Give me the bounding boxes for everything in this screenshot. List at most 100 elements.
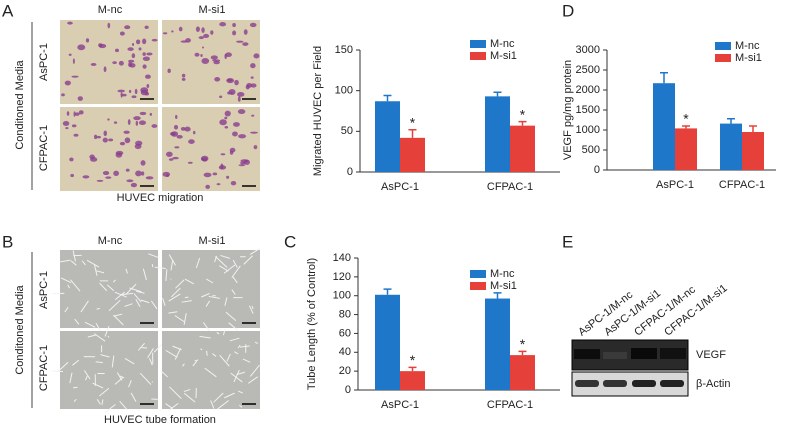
texture	[210, 30, 214, 35]
texture	[219, 265, 229, 272]
texture	[83, 370, 91, 380]
x-tick-label: AsPC-1	[381, 181, 419, 193]
band	[575, 380, 599, 387]
texture	[250, 131, 258, 134]
band-label: VEGF	[696, 349, 726, 361]
bar	[375, 101, 400, 172]
texture	[192, 359, 199, 367]
texture	[134, 143, 142, 150]
texture	[96, 179, 104, 182]
texture	[119, 400, 129, 411]
texture	[113, 121, 118, 124]
micrographs	[60, 20, 260, 191]
texture	[203, 33, 210, 38]
y-tick-label: 3000	[576, 44, 600, 56]
texture	[238, 164, 246, 167]
texture	[61, 93, 65, 97]
texture	[149, 358, 153, 366]
texture	[93, 333, 106, 342]
texture	[99, 387, 110, 397]
texture	[173, 124, 179, 130]
bar	[675, 128, 697, 170]
texture	[113, 170, 120, 177]
band	[632, 380, 656, 387]
texture	[188, 139, 195, 144]
micrograph	[162, 107, 260, 191]
texture	[107, 22, 111, 29]
panel-letter: C	[284, 232, 296, 251]
band	[631, 348, 657, 359]
texture	[96, 307, 101, 310]
y-tick-label: 140	[333, 252, 351, 264]
texture	[182, 363, 185, 367]
texture	[224, 110, 231, 117]
legend-label: M-nc	[490, 38, 515, 50]
texture	[69, 157, 74, 162]
error-bar	[749, 125, 757, 132]
texture	[142, 268, 147, 281]
texture	[231, 265, 241, 278]
legend-label: M-nc	[490, 268, 515, 280]
texture	[130, 182, 138, 188]
texture	[114, 291, 126, 301]
texture	[230, 372, 243, 383]
texture	[68, 53, 72, 56]
texture	[74, 318, 80, 325]
texture	[214, 255, 218, 263]
texture	[140, 299, 150, 304]
texture	[181, 73, 186, 78]
texture	[253, 145, 258, 150]
texture	[230, 180, 237, 186]
panel-letter: A	[2, 1, 14, 20]
texture	[144, 25, 149, 29]
texture	[253, 53, 260, 59]
texture	[180, 127, 186, 131]
blot	[571, 339, 689, 397]
texture	[184, 126, 191, 132]
texture	[224, 125, 229, 129]
texture	[195, 26, 200, 32]
y-tick-label: 120	[333, 271, 351, 283]
texture	[137, 342, 145, 351]
texture	[126, 179, 134, 183]
error-bar	[493, 292, 502, 299]
texture	[206, 278, 214, 284]
y-axis-label: Tube Length (% of Control)	[306, 258, 318, 390]
texture	[243, 29, 248, 35]
band	[660, 348, 686, 359]
texture	[113, 314, 124, 326]
texture	[95, 361, 103, 364]
texture	[90, 63, 97, 66]
texture	[224, 297, 228, 306]
texture	[232, 22, 236, 28]
legend-label: M-si1	[735, 52, 762, 64]
texture	[225, 311, 237, 321]
texture	[249, 22, 257, 28]
texture	[198, 36, 205, 40]
texture	[229, 147, 236, 153]
texture	[135, 299, 141, 308]
texture	[130, 392, 137, 402]
side-label: Conditoned Media	[14, 59, 26, 149]
texture	[72, 359, 80, 366]
texture	[165, 349, 178, 358]
y-tick-label: 1500	[576, 104, 600, 116]
texture	[112, 279, 116, 283]
texture	[201, 27, 205, 33]
texture	[135, 120, 139, 126]
texture	[149, 112, 153, 116]
texture	[233, 122, 240, 127]
texture	[195, 257, 201, 269]
texture	[95, 270, 105, 274]
texture	[187, 161, 193, 164]
bar	[742, 132, 764, 170]
texture	[234, 351, 239, 355]
texture	[237, 109, 246, 115]
texture	[67, 284, 70, 289]
y-axis-label: VEGF pg/mg protein	[562, 60, 574, 160]
texture	[102, 137, 108, 143]
texture	[170, 278, 172, 280]
texture	[114, 48, 119, 53]
texture	[245, 84, 250, 90]
texture	[87, 334, 96, 338]
